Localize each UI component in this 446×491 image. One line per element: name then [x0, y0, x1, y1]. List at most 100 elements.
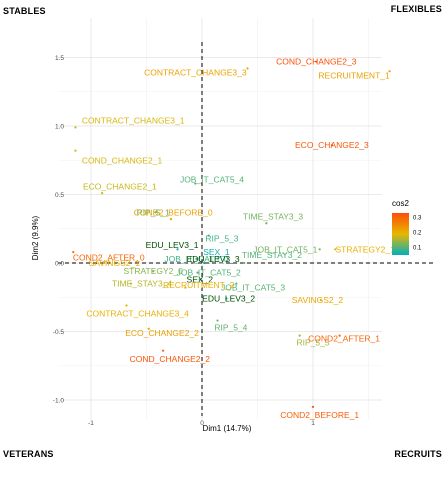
- data-point: [388, 70, 391, 73]
- data-point: [176, 248, 179, 251]
- point-label: STRATEGY2_0: [123, 266, 183, 276]
- data-point: [147, 327, 150, 330]
- point-label: ECO_CHANGE2_1: [83, 181, 157, 191]
- point-label: JOB_IT_CAT5_4: [180, 174, 244, 184]
- data-point: [217, 256, 220, 259]
- point-label: SAVINGS2_2: [292, 295, 344, 305]
- x-axis-ticks: -1 0 1: [88, 420, 315, 427]
- y-tick-label: -0.5: [53, 329, 65, 336]
- legend-tick-label: 0.2: [413, 231, 422, 237]
- point-labels: COND_CHANGE2_3 CONTRACT_CHANGE3_3 RECRUITM…: [73, 57, 395, 420]
- point-label: RIP_5_4: [214, 322, 247, 332]
- data-point: [184, 286, 187, 289]
- point-label: CONTRACT_CHANGE3_3: [144, 68, 247, 78]
- y-tick-label: 0.0: [55, 261, 64, 268]
- y-tick-label: 0.5: [55, 192, 64, 199]
- point-label: COND_CHANGE2_2: [130, 354, 211, 364]
- x-tick-label: 1: [311, 420, 315, 427]
- point-label: JOB_IT_CAT5_1: [253, 244, 317, 254]
- point-label: COND2_AFTER_1: [308, 333, 380, 343]
- data-point: [338, 334, 341, 337]
- data-point: [152, 270, 155, 273]
- cos2-legend: cos2 0.1 0.2 0.3: [392, 199, 422, 255]
- point-label: RIP_5_1: [137, 207, 170, 217]
- data-point: [169, 218, 173, 221]
- data-point: [203, 261, 206, 265]
- point-label: TIME_STAY3_4: [112, 279, 172, 289]
- point-label: ECO_CHANGE2_3: [295, 140, 369, 150]
- point-label: RIP_5_5: [296, 337, 329, 347]
- point-label: COND_CHANGE2_1: [82, 155, 163, 165]
- data-point: [72, 250, 75, 254]
- data-point: [319, 298, 322, 302]
- data-point: [318, 248, 321, 251]
- data-point: [103, 261, 106, 265]
- point-label: STRATEGY2_1: [335, 244, 395, 254]
- y-axis-title: Dim2 (9.9%): [31, 215, 40, 260]
- point-label: RECRUITMENT_1: [318, 70, 390, 80]
- data-point: [207, 234, 210, 237]
- legend-tick-label: 0.1: [413, 246, 422, 252]
- x-tick-label: 0: [200, 420, 204, 427]
- data-point: [243, 261, 246, 265]
- data-point: [246, 67, 249, 70]
- data-points: [72, 60, 391, 408]
- data-point: [162, 349, 165, 352]
- point-label: ECO_CHANGE2_2: [125, 328, 199, 338]
- data-point: [235, 282, 238, 285]
- data-point: [311, 405, 315, 408]
- point-label: COND2_BEFORE_1: [280, 410, 359, 420]
- point-label: JOB_IT_CAT5_3: [221, 283, 285, 293]
- data-point: [265, 222, 268, 225]
- data-point: [125, 304, 128, 307]
- point-label: JOB_IT_CAT5_0: [164, 254, 228, 264]
- point-label: JOB_IT_CAT5_2: [177, 268, 241, 278]
- point-label: SAVINGS2_1: [89, 258, 141, 268]
- data-point: [154, 211, 157, 214]
- data-point: [74, 149, 77, 152]
- data-point: [334, 248, 337, 251]
- y-tick-label: -1.0: [53, 398, 65, 405]
- x-axis-title: Dim1 (14.7%): [203, 424, 252, 433]
- y-axis-ticks: -1.0 -0.5 0.0 0.5 1.0 1.5: [53, 55, 65, 405]
- grid-lines: [58, 18, 382, 420]
- data-point: [194, 182, 197, 185]
- corner-label-stables: STABLES: [3, 6, 46, 16]
- point-label: EDU_LEV3_3: [187, 254, 240, 264]
- point-label: EDU_LEV3_2: [202, 294, 255, 304]
- point-label: RIP_5_3: [205, 233, 238, 243]
- corner-label-recruits: RECRUITS: [394, 449, 442, 459]
- x-tick-label: -1: [88, 420, 94, 427]
- corner-label-veterans: VETERANS: [3, 449, 54, 459]
- point-label: COND2_BEFORE_0: [134, 207, 213, 217]
- data-point: [195, 257, 198, 260]
- data-point: [216, 319, 219, 322]
- point-label: COND_CHANGE2_3: [276, 57, 357, 67]
- data-point: [101, 192, 104, 195]
- data-point: [298, 334, 301, 337]
- point-label: TIME_STAY3_3: [243, 211, 303, 221]
- data-point: [196, 271, 199, 274]
- legend-tick-label: 0.3: [413, 216, 422, 222]
- reference-lines: [58, 42, 436, 416]
- legend-title: cos2: [392, 199, 409, 208]
- point-label: RECRUITMENT_2: [163, 280, 235, 290]
- point-label: SEX_2: [187, 274, 214, 284]
- data-point: [315, 60, 318, 63]
- data-point: [225, 297, 228, 300]
- data-point: [129, 282, 133, 285]
- point-label: COND2_AFTER_0: [73, 253, 145, 263]
- legend-ticks: 0.1 0.2 0.3: [409, 216, 422, 252]
- data-point: [74, 126, 77, 129]
- point-label: CONTRACT_CHANGE3_4: [86, 309, 189, 319]
- point-label: EDU_LEV3_1: [146, 240, 199, 250]
- corner-label-flexibles: FLEXIBLES: [390, 4, 442, 14]
- data-point: [198, 278, 201, 281]
- y-tick-label: 1.5: [55, 55, 64, 62]
- point-label: CONTRACT_CHANGE3_1: [82, 116, 185, 126]
- point-label: TIME_STAY3_2: [242, 250, 302, 260]
- y-tick-label: 1.0: [55, 124, 64, 131]
- data-point: [330, 144, 333, 147]
- point-label: SEX_1: [203, 247, 230, 257]
